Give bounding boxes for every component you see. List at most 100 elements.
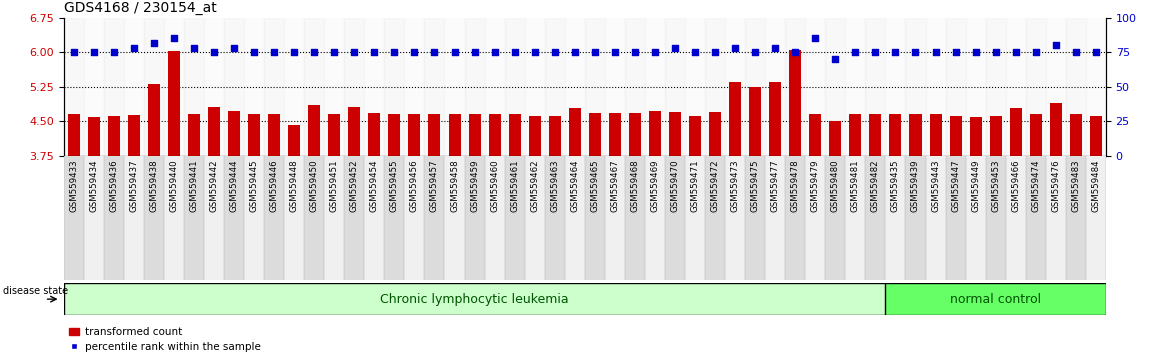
- Bar: [525, 156, 544, 280]
- Bar: [1090, 116, 1102, 329]
- Bar: [1026, 156, 1046, 280]
- Bar: [544, 156, 565, 280]
- Bar: [428, 114, 440, 329]
- Bar: [686, 18, 705, 156]
- Bar: [127, 115, 140, 329]
- Bar: [966, 156, 985, 280]
- Bar: [870, 114, 881, 329]
- Text: GSM559444: GSM559444: [229, 159, 239, 212]
- Point: [886, 49, 904, 55]
- Point: [125, 45, 144, 51]
- Bar: [745, 156, 765, 280]
- Point: [806, 35, 824, 41]
- Text: GSM559474: GSM559474: [1032, 159, 1040, 212]
- Bar: [388, 114, 401, 329]
- Bar: [665, 156, 686, 280]
- Bar: [324, 18, 344, 156]
- Bar: [1005, 18, 1026, 156]
- Text: GSM559472: GSM559472: [711, 159, 719, 212]
- Point: [586, 49, 604, 55]
- Text: GSM559449: GSM559449: [972, 159, 980, 212]
- Point: [145, 40, 163, 45]
- Point: [765, 45, 784, 51]
- Point: [666, 45, 684, 51]
- Text: normal control: normal control: [950, 293, 1041, 306]
- Bar: [308, 105, 321, 329]
- Bar: [464, 156, 484, 280]
- Point: [606, 49, 624, 55]
- Point: [746, 49, 764, 55]
- Bar: [1029, 114, 1042, 329]
- Bar: [549, 116, 560, 329]
- Text: GSM559459: GSM559459: [470, 159, 479, 212]
- Point: [926, 49, 945, 55]
- Text: GSM559445: GSM559445: [250, 159, 258, 212]
- Bar: [144, 18, 164, 156]
- Text: GSM559479: GSM559479: [811, 159, 820, 212]
- Bar: [365, 18, 384, 156]
- Bar: [404, 156, 425, 280]
- Bar: [946, 156, 966, 280]
- Bar: [826, 156, 845, 280]
- Text: GSM559435: GSM559435: [891, 159, 900, 212]
- Text: GDS4168 / 230154_at: GDS4168 / 230154_at: [64, 1, 217, 15]
- Text: GSM559484: GSM559484: [1091, 159, 1100, 212]
- Bar: [489, 114, 500, 329]
- Text: GSM559468: GSM559468: [630, 159, 639, 212]
- Bar: [785, 156, 805, 280]
- Bar: [886, 156, 906, 280]
- Point: [565, 49, 584, 55]
- Bar: [104, 156, 124, 280]
- Bar: [525, 18, 544, 156]
- Bar: [67, 114, 80, 329]
- Bar: [108, 116, 119, 329]
- Point: [966, 49, 984, 55]
- Bar: [966, 18, 985, 156]
- Bar: [529, 116, 541, 329]
- Bar: [223, 156, 244, 280]
- Bar: [990, 116, 1002, 329]
- Point: [386, 49, 404, 55]
- Text: GSM559461: GSM559461: [511, 159, 519, 212]
- Point: [826, 56, 844, 62]
- Bar: [629, 113, 640, 329]
- Bar: [484, 156, 505, 280]
- Point: [104, 49, 123, 55]
- Bar: [925, 18, 946, 156]
- Text: GSM559448: GSM559448: [290, 159, 299, 212]
- Bar: [604, 18, 625, 156]
- Bar: [244, 18, 264, 156]
- Bar: [886, 18, 906, 156]
- Point: [987, 49, 1005, 55]
- Bar: [445, 18, 464, 156]
- Bar: [305, 18, 324, 156]
- Text: disease state: disease state: [3, 286, 68, 296]
- Bar: [264, 18, 284, 156]
- Bar: [469, 114, 481, 329]
- Bar: [565, 18, 585, 156]
- Text: GSM559453: GSM559453: [991, 159, 1001, 212]
- Bar: [1050, 103, 1062, 329]
- Bar: [985, 156, 1005, 280]
- Text: GSM559438: GSM559438: [149, 159, 159, 212]
- Bar: [985, 18, 1005, 156]
- Bar: [324, 156, 344, 280]
- Point: [545, 49, 564, 55]
- Bar: [384, 156, 404, 280]
- Bar: [284, 156, 305, 280]
- Text: GSM559441: GSM559441: [190, 159, 198, 212]
- Bar: [809, 114, 821, 329]
- Bar: [930, 114, 941, 329]
- Legend: transformed count, percentile rank within the sample: transformed count, percentile rank withi…: [68, 327, 261, 352]
- Bar: [64, 18, 83, 156]
- Point: [1026, 49, 1045, 55]
- Text: GSM559452: GSM559452: [350, 159, 359, 212]
- Bar: [164, 18, 184, 156]
- Bar: [445, 156, 464, 280]
- Bar: [889, 114, 901, 329]
- Point: [345, 49, 364, 55]
- Point: [365, 49, 383, 55]
- Bar: [845, 156, 865, 280]
- Text: GSM559463: GSM559463: [550, 159, 559, 212]
- Text: GSM559481: GSM559481: [851, 159, 860, 212]
